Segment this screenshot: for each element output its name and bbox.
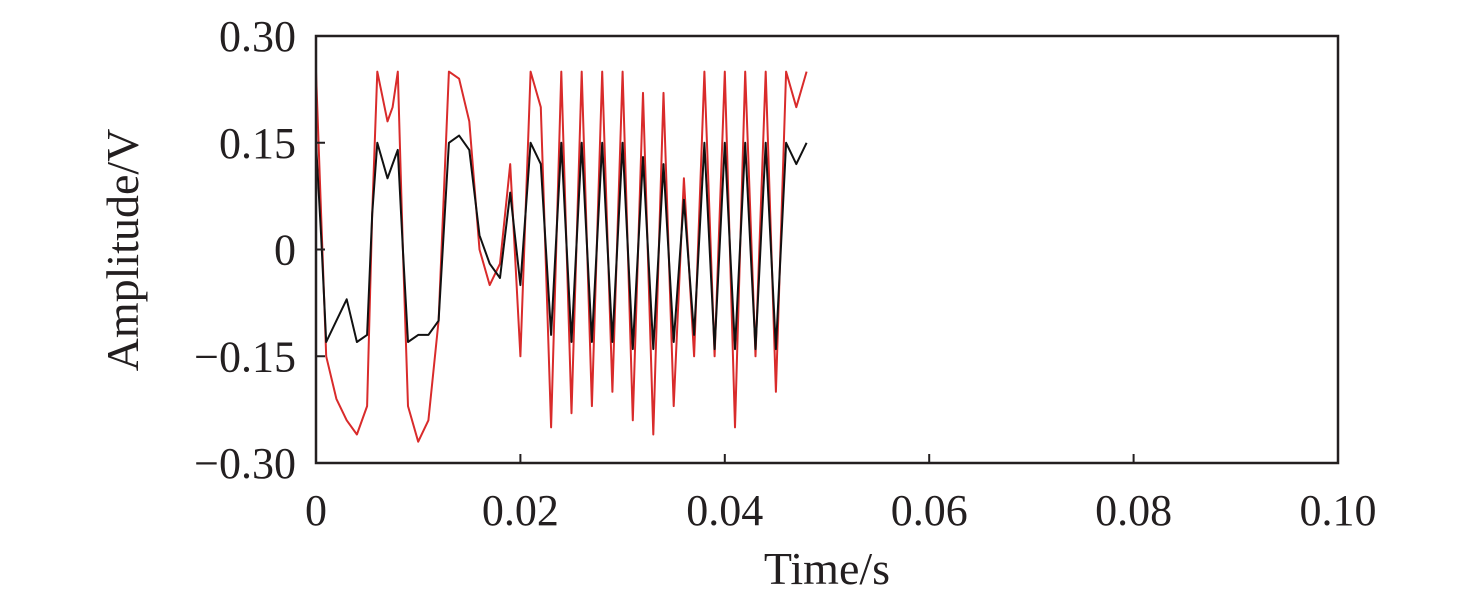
y-tick-label: 0.30 bbox=[219, 12, 296, 61]
y-axis-title: Amplitude/V bbox=[97, 129, 148, 372]
y-tick-label: 0.15 bbox=[219, 119, 296, 168]
y-tick-label: −0.30 bbox=[194, 439, 296, 488]
y-tick-label: −0.15 bbox=[194, 332, 296, 381]
x-axis: 0 0.02 0.04 0.06 0.08 0.10 bbox=[305, 454, 1377, 535]
x-tick-label: 0 bbox=[305, 486, 327, 535]
y-tick-label: 0 bbox=[274, 226, 296, 275]
x-axis-title: Time/s bbox=[764, 543, 890, 594]
x-tick-label: 0.06 bbox=[891, 486, 968, 535]
series-layer bbox=[316, 70, 808, 443]
x-tick-label: 0.04 bbox=[686, 486, 763, 535]
x-tick-label: 0.10 bbox=[1300, 486, 1377, 535]
x-tick-label: 0.02 bbox=[482, 486, 559, 535]
x-tick-label: 0.08 bbox=[1095, 486, 1172, 535]
series-line-0 bbox=[316, 70, 808, 443]
plot-frame bbox=[314, 34, 1340, 465]
series-line-1 bbox=[316, 134, 808, 351]
y-axis: 0.30 0.15 0 −0.15 −0.30 bbox=[194, 12, 325, 488]
